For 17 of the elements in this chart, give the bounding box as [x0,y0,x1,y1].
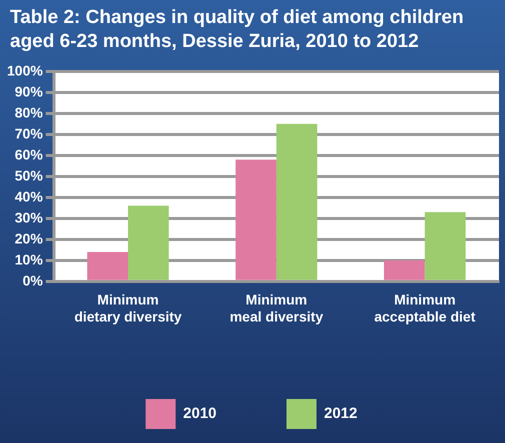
y-tick-label: 40% [14,188,44,204]
x-tick-label: Minimum acceptable diet [374,292,476,324]
x-tick-label: Minimum dietary diversity [74,292,182,324]
legend-label: 2012 [324,405,358,422]
y-tick-label: 30% [14,209,44,226]
x-tick-label: Minimum meal diversity [230,292,324,324]
y-tick-label: 80% [14,104,44,120]
y-tick-label: 20% [14,230,44,246]
y-tick-label: 100% [6,62,44,78]
y-tick-label: 0% [22,272,44,288]
legend-label: 2010 [183,405,217,422]
y-tick-label: 70% [14,125,44,142]
chart-title: Table 2: Changes in quality of diet among children aged 6-23 months, Dessie Zuria, 2010 to 2012 [9,6,465,54]
y-tick-label: 10% [14,251,44,268]
y-tick-label: 50% [14,167,44,184]
y-tick-label: 60% [14,146,44,162]
y-tick-label: 90% [14,83,44,100]
